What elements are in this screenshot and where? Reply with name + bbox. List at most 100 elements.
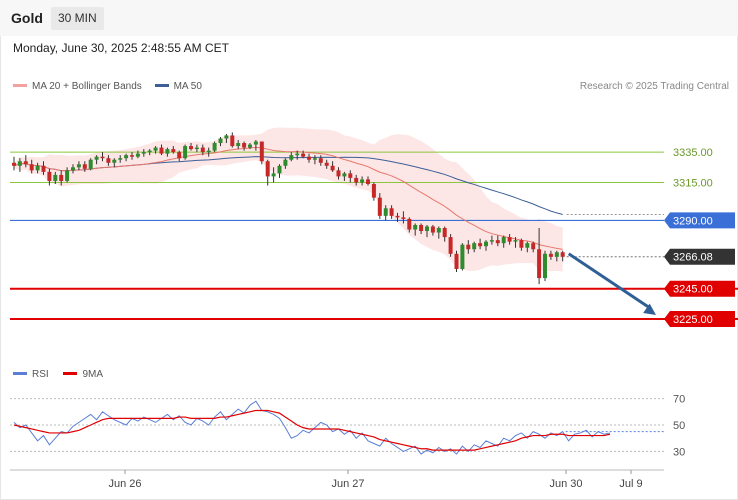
candle-body — [324, 162, 329, 166]
candle-body — [466, 244, 471, 250]
candle-body — [17, 161, 22, 166]
candle-body — [12, 162, 16, 166]
copyright-text: Research © 2025 Trading Central — [579, 81, 729, 92]
candle-body — [71, 167, 75, 171]
candle-body — [389, 208, 394, 216]
candle-body — [543, 253, 547, 279]
candle-body — [194, 147, 199, 150]
timestamp: Monday, June 30, 2025 2:48:55 AM CET — [13, 41, 229, 55]
candle-body — [430, 226, 435, 233]
candle-body — [59, 174, 64, 181]
candle-body — [171, 149, 176, 153]
candle-body — [218, 138, 223, 144]
candle-body — [100, 156, 105, 159]
candle-body — [419, 224, 424, 232]
x-tick-label: Jun 26 — [108, 478, 141, 490]
candle-body — [472, 243, 477, 250]
candle-body — [212, 143, 217, 151]
candle-body — [495, 240, 500, 244]
candle-body — [301, 153, 306, 157]
candle-body — [177, 152, 182, 159]
level-label: 3290.00 — [673, 215, 713, 227]
candle-body — [425, 226, 429, 232]
candle-body — [242, 143, 247, 148]
x-tick-label: Jun 30 — [549, 478, 582, 490]
candle-body — [519, 240, 524, 248]
candle-body — [200, 147, 205, 153]
interval-badge[interactable]: 30 MIN — [51, 7, 104, 30]
candle-body — [147, 150, 152, 153]
legend-ma20: MA 20 + Bollinger Bands — [13, 81, 142, 92]
candle-body — [460, 244, 465, 269]
candle-body — [513, 240, 518, 242]
candle-body — [366, 179, 370, 184]
candle-body — [112, 159, 117, 163]
candle-body — [537, 249, 542, 279]
candle-body — [484, 241, 488, 247]
x-tick-label: Jun 27 — [331, 478, 364, 490]
candle-body — [153, 147, 158, 151]
candle-body — [289, 155, 294, 160]
candle-body — [47, 171, 52, 181]
legend-9ma-label: 9MA — [82, 369, 104, 380]
candle-body — [442, 228, 447, 238]
legend-rsi-label: RSI — [32, 369, 49, 380]
candle-body — [525, 243, 530, 248]
candle-body — [360, 179, 365, 183]
candle-body — [448, 237, 453, 254]
candle-body — [159, 147, 164, 154]
candle-body — [560, 252, 565, 257]
level-tag — [664, 248, 735, 265]
candle-body — [82, 164, 87, 169]
legend-ma50: MA 50 — [154, 81, 202, 92]
candle-body — [531, 243, 536, 250]
candle-body — [230, 135, 235, 147]
candle-body — [29, 164, 34, 171]
candle-body — [165, 149, 170, 154]
rsi-legend: RSI 9MA — [13, 369, 103, 380]
candle-body — [383, 208, 388, 216]
candle-body — [53, 174, 58, 181]
rsi-tick-label: 50 — [673, 420, 685, 432]
candle-body — [377, 197, 382, 216]
candle-body — [106, 158, 111, 163]
candle-body — [265, 161, 270, 177]
x-tick-label: Jul 9 — [619, 478, 642, 490]
level-label: 3245.00 — [673, 284, 713, 296]
candle-body — [183, 146, 188, 159]
candle-body — [307, 156, 311, 160]
candle-body — [501, 237, 506, 244]
candle-body — [354, 177, 359, 183]
candle-body — [548, 253, 553, 257]
bollinger-band — [14, 127, 563, 272]
rsi-tick-label: 70 — [673, 394, 685, 406]
level-label: 3335.00 — [673, 147, 713, 159]
level-label: 3315.00 — [673, 177, 713, 189]
candle-body — [318, 158, 323, 163]
rsi-line — [13, 400, 611, 455]
candle-body — [312, 158, 317, 160]
forecast-arrowhead — [643, 303, 656, 316]
candle-body — [478, 243, 483, 247]
candle-body — [41, 165, 46, 172]
candle-body — [342, 173, 347, 177]
symbol-title: Gold — [11, 10, 43, 26]
candle-body — [489, 240, 494, 242]
candle-body — [130, 155, 134, 157]
ma20-line — [13, 146, 563, 250]
candle-body — [88, 159, 93, 169]
candle-body — [23, 161, 28, 165]
candle-body — [259, 141, 264, 162]
candle-body — [336, 170, 341, 177]
candle-body — [330, 165, 335, 171]
legend-ma20-label: MA 20 + Bollinger Bands — [32, 81, 142, 92]
candle-body — [401, 217, 406, 219]
candle-body — [253, 141, 258, 145]
candle-body — [395, 215, 400, 218]
candle-body — [118, 158, 123, 160]
candle-body — [94, 156, 99, 160]
price-legend: MA 20 + Bollinger Bands MA 50 — [13, 81, 212, 92]
header-bar: Gold 30 MIN — [0, 0, 738, 36]
candle-body — [135, 153, 140, 157]
